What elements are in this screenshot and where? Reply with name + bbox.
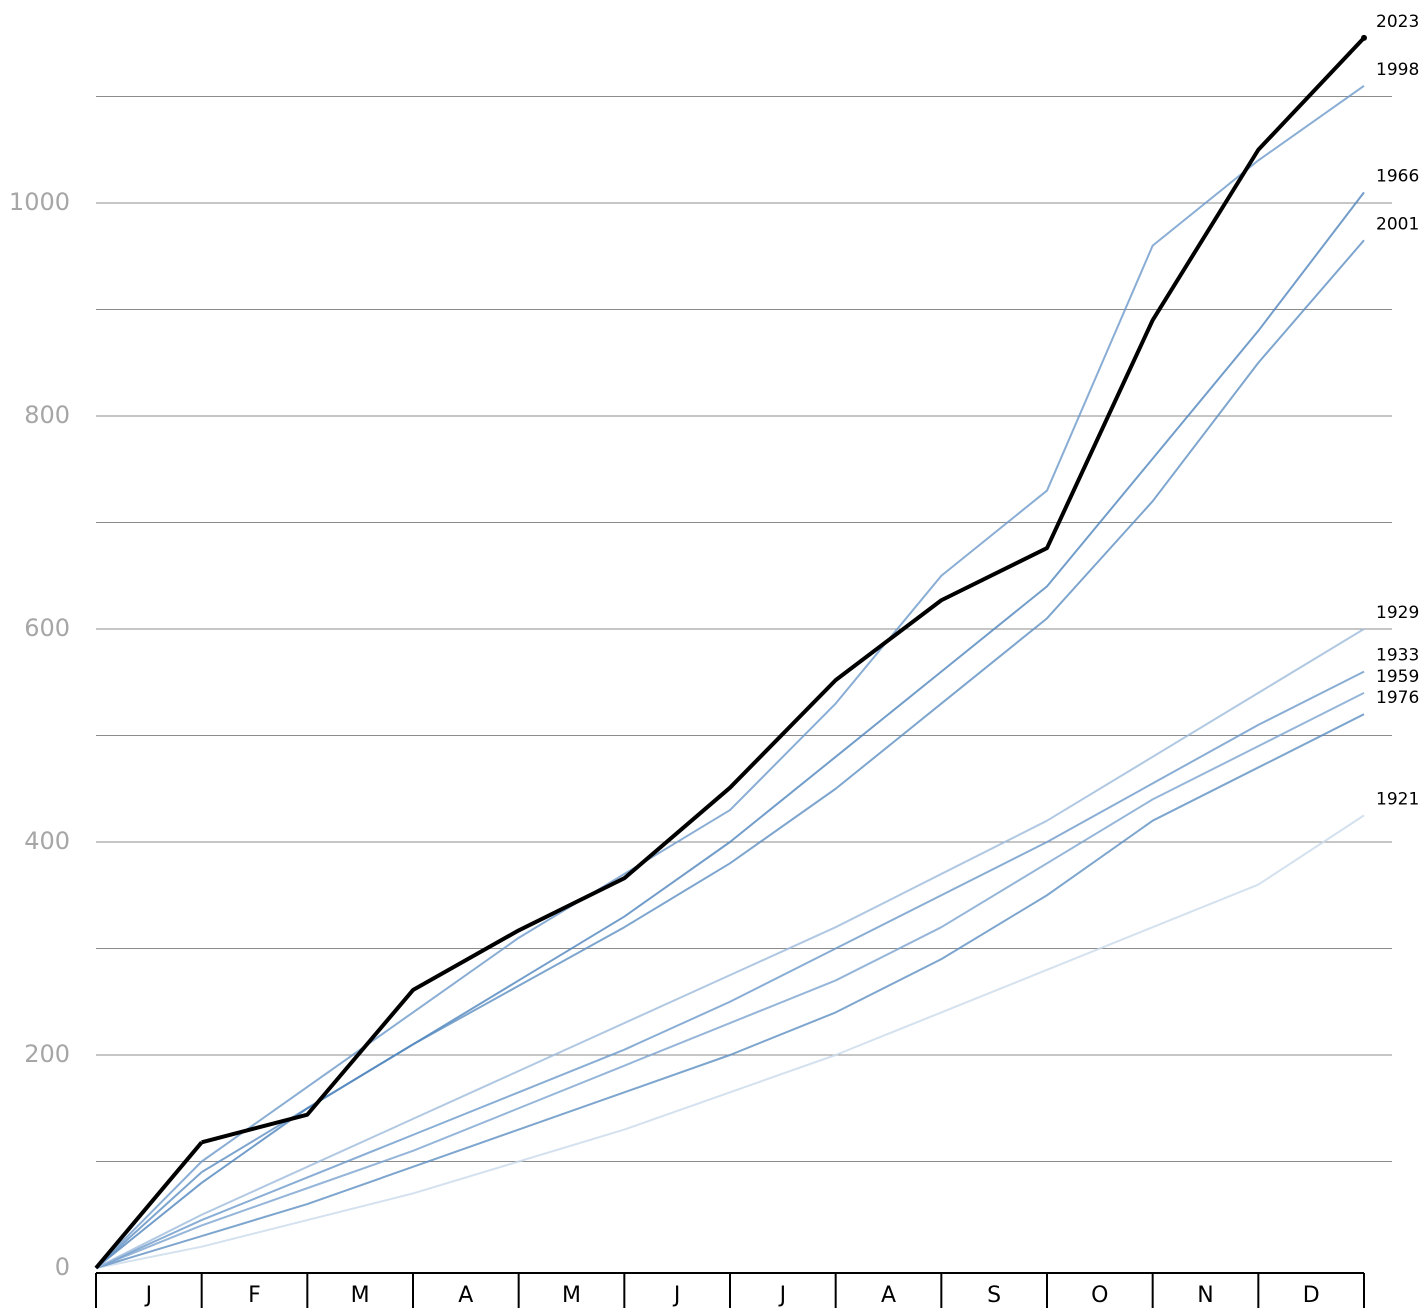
y-tick-label: 400 <box>24 827 70 855</box>
series-start <box>95 1235 202 1269</box>
series-label: 1933 <box>1376 646 1419 666</box>
x-tick-label: A <box>458 1283 473 1308</box>
series-start <box>94 1141 204 1270</box>
series-start <box>95 1182 203 1269</box>
x-tick-label: S <box>987 1283 1001 1308</box>
x-tick-label: N <box>1197 1283 1213 1308</box>
series-label: 1976 <box>1376 688 1419 708</box>
series-label: 1966 <box>1376 166 1419 186</box>
x-tick-label: M <box>351 1283 370 1308</box>
y-tick-label: 0 <box>55 1253 70 1281</box>
x-tick-label: J <box>778 1283 787 1308</box>
x-tick-label: D <box>1303 1283 1320 1308</box>
series-label: 2023 <box>1376 12 1419 32</box>
series-line <box>201 628 1365 1216</box>
series-label: 1959 <box>1376 667 1419 687</box>
series-label: 2001 <box>1376 214 1419 234</box>
series-line <box>201 36 1366 1145</box>
series-line <box>201 692 1365 1227</box>
x-tick-label: O <box>1091 1283 1108 1308</box>
x-tick-label: J <box>144 1283 153 1308</box>
end-dot <box>1361 34 1367 41</box>
x-tick-label: A <box>881 1283 896 1308</box>
y-tick-label: 800 <box>24 401 70 429</box>
series-line <box>201 814 1365 1248</box>
series-start <box>95 1160 203 1269</box>
y-tick-label: 1000 <box>9 188 70 216</box>
y-tick-label: 200 <box>24 1040 70 1068</box>
series-start <box>95 1213 203 1269</box>
series-line <box>201 713 1365 1238</box>
series-line <box>201 670 1365 1221</box>
series-line <box>201 85 1365 1163</box>
x-tick-label: M <box>562 1283 581 1308</box>
x-tick-label: F <box>248 1283 261 1308</box>
series-label: 1921 <box>1376 789 1419 809</box>
y-tick-label: 600 <box>24 614 70 642</box>
series-start <box>95 1171 203 1269</box>
series-start <box>95 1245 202 1269</box>
series-line <box>201 191 1365 1184</box>
series-label: 1929 <box>1376 603 1419 623</box>
series-label: 1998 <box>1376 60 1419 80</box>
x-tick-label: J <box>672 1283 681 1308</box>
